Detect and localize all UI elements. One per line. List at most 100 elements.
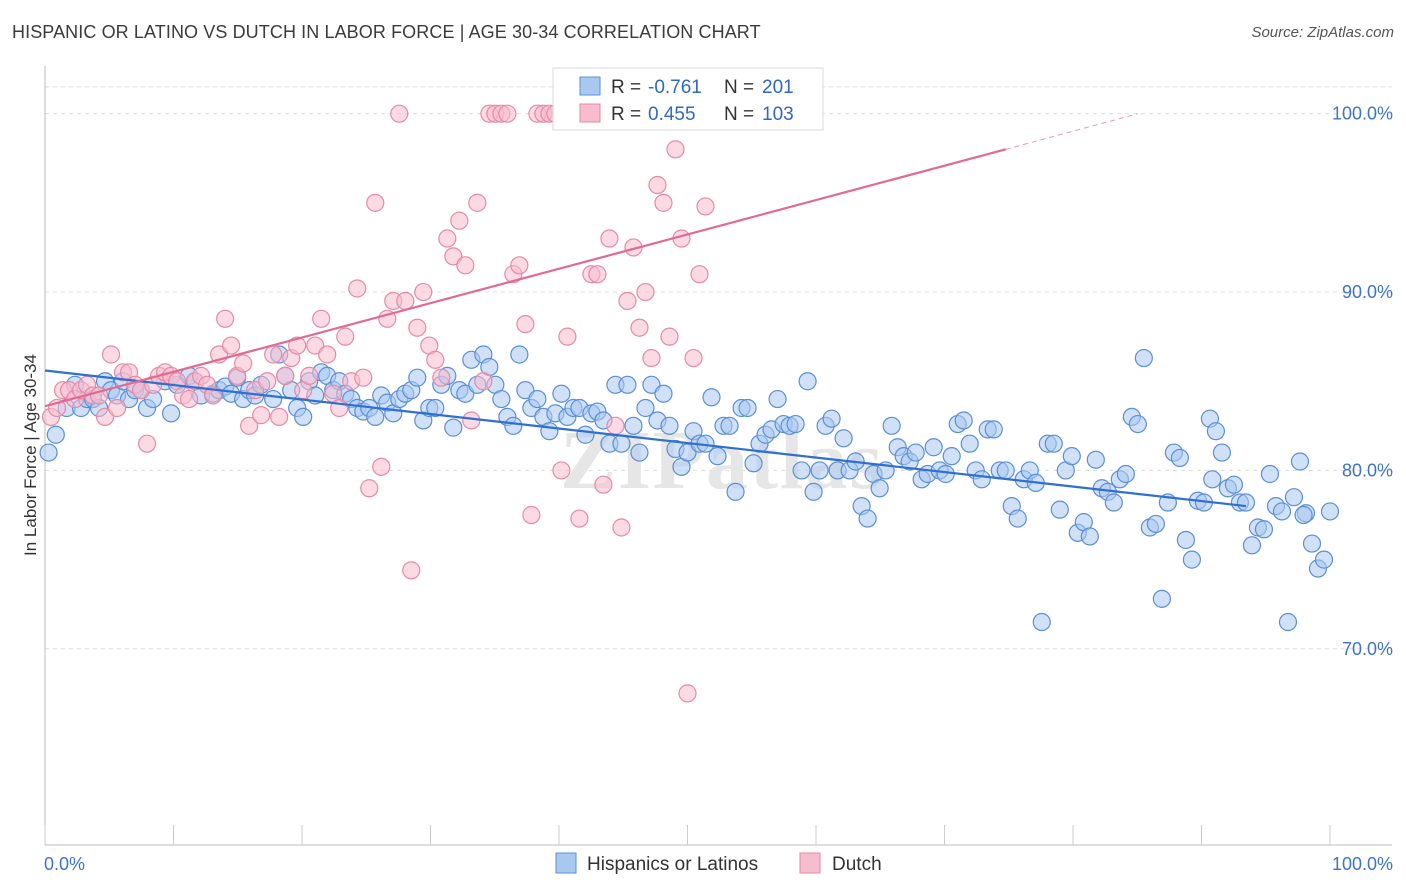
point-hispanics-203 xyxy=(1290,452,1310,471)
bottom-legend-label-hispanics: Hispanics or Latinos xyxy=(587,854,758,875)
point-dutch-55 xyxy=(372,457,391,476)
point-hispanics-142 xyxy=(924,438,943,457)
point-dutch-66 xyxy=(438,229,457,248)
point-hispanics-121 xyxy=(798,372,817,391)
legend-r-label-2: R = xyxy=(611,104,641,125)
point-hispanics-169 xyxy=(1086,450,1105,469)
point-dutch-16 xyxy=(137,434,157,453)
point-dutch-101 xyxy=(648,175,667,195)
point-hispanics-125 xyxy=(822,409,841,428)
point-hispanics-184 xyxy=(1176,530,1195,550)
point-dutch-103 xyxy=(660,327,679,346)
point-dutch-99 xyxy=(636,282,655,302)
legend-r-value-2: 0.455 xyxy=(648,104,696,125)
point-hispanics-97 xyxy=(654,384,673,403)
point-hispanics-78 xyxy=(540,422,559,441)
point-hispanics-163 xyxy=(1050,500,1069,519)
point-hispanics-174 xyxy=(1116,464,1135,484)
point-hispanics-207 xyxy=(1314,550,1334,569)
point-dutch-32 xyxy=(234,354,253,373)
y-tick-label-0: 70.0% xyxy=(1342,639,1393,659)
point-hispanics-37 xyxy=(294,407,313,427)
point-hispanics-205 xyxy=(1302,534,1322,553)
point-hispanics-112 xyxy=(744,454,763,473)
point-dutch-51 xyxy=(348,279,367,298)
trend-line-dutch xyxy=(44,148,1007,408)
point-hispanics-111 xyxy=(738,398,757,418)
point-hispanics-73 xyxy=(510,345,529,364)
point-dutch-80 xyxy=(522,505,541,525)
bottom-legend-swatch-dutch xyxy=(799,852,821,874)
point-dutch-79 xyxy=(516,315,535,334)
point-hispanics-94 xyxy=(636,398,655,418)
point-dutch-49 xyxy=(336,327,355,346)
point-hispanics-135 xyxy=(882,416,901,435)
point-hispanics-197 xyxy=(1254,520,1274,539)
point-dutch-46 xyxy=(318,345,337,364)
point-dutch-104 xyxy=(666,140,685,159)
bottom-legend-label-dutch: Dutch xyxy=(832,854,882,875)
point-hispanics-195 xyxy=(1242,536,1262,555)
point-hispanics-200 xyxy=(1272,502,1292,521)
point-hispanics-176 xyxy=(1128,414,1147,434)
point-hispanics-145 xyxy=(942,447,961,466)
point-hispanics-105 xyxy=(702,388,721,407)
point-hispanics-90 xyxy=(612,434,631,453)
point-dutch-91 xyxy=(588,265,607,284)
point-dutch-106 xyxy=(678,684,697,703)
point-hispanics-160 xyxy=(1032,612,1051,632)
point-hispanics-192 xyxy=(1224,475,1244,494)
x-tick-labels: 0.0% 100.0% xyxy=(44,854,1393,874)
y-tick-label-2: 90.0% xyxy=(1342,282,1393,302)
y-tick-label-3: 100.0% xyxy=(1332,104,1393,124)
point-hispanics-202 xyxy=(1284,488,1304,507)
point-dutch-11 xyxy=(107,398,127,418)
point-dutch-38 xyxy=(270,407,289,427)
point-hispanics-116 xyxy=(768,389,787,409)
x-tick-label-1: 100.0% xyxy=(1332,854,1393,874)
point-dutch-58 xyxy=(390,104,409,123)
legend-n-value-2: 103 xyxy=(762,104,794,125)
point-dutch-76 xyxy=(498,104,517,123)
point-hispanics-131 xyxy=(858,509,877,528)
point-dutch-86 xyxy=(558,327,577,346)
legend-n-label-1: N = xyxy=(724,77,754,98)
point-hispanics-72 xyxy=(504,416,523,435)
point-hispanics-139 xyxy=(906,443,925,462)
point-dutch-53 xyxy=(360,479,379,498)
point-dutch-70 xyxy=(462,411,481,430)
point-dutch-37 xyxy=(264,345,283,364)
point-dutch-107 xyxy=(684,348,703,368)
trend-lines xyxy=(44,113,1247,508)
point-dutch-39 xyxy=(276,366,295,385)
point-hispanics-201 xyxy=(1278,612,1298,632)
point-hispanics-98 xyxy=(660,416,679,435)
point-dutch-68 xyxy=(450,211,469,230)
y-axis-label: In Labor Force | Age 30-34 xyxy=(21,354,40,556)
point-hispanics-144 xyxy=(936,464,955,484)
point-hispanics-84 xyxy=(576,425,595,444)
point-dutch-78 xyxy=(510,256,529,275)
point-dutch-62 xyxy=(414,282,433,302)
point-dutch-10 xyxy=(101,345,121,364)
point-hispanics-76 xyxy=(528,389,547,409)
point-hispanics-91 xyxy=(618,375,637,394)
point-dutch-54 xyxy=(366,193,385,212)
point-dutch-94 xyxy=(606,416,625,435)
point-hispanics-49 xyxy=(366,407,385,427)
y-tick-label-1: 80.0% xyxy=(1342,460,1393,480)
point-dutch-23 xyxy=(180,389,199,409)
legend: R = -0.761 N = 201 R = 0.455 N = 103 xyxy=(552,67,824,131)
point-hispanics-62 xyxy=(444,418,463,437)
point-hispanics-162 xyxy=(1044,434,1063,453)
point-hispanics-32 xyxy=(264,389,283,409)
point-dutch-108 xyxy=(690,265,709,284)
point-hispanics-92 xyxy=(624,416,643,435)
point-dutch-36 xyxy=(258,372,277,391)
point-hispanics-18 xyxy=(161,404,181,423)
point-hispanics-0 xyxy=(39,443,58,462)
point-dutch-98 xyxy=(630,318,649,337)
legend-swatch-pink xyxy=(579,103,601,123)
bottom-legend: Hispanics or Latinos Dutch xyxy=(555,852,882,875)
y-tick-labels: 70.0% 80.0% 90.0% 100.0% xyxy=(1332,104,1393,659)
